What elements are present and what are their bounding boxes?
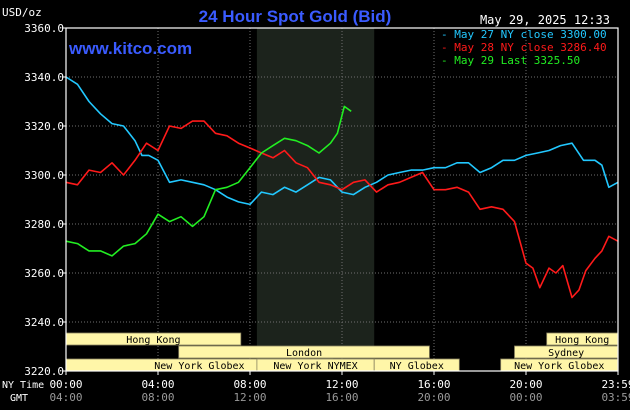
chart-title: 24 Hour Spot Gold (Bid) <box>199 7 392 26</box>
session-bar <box>178 345 430 359</box>
x-tick-label-gmt: 16:00 <box>325 391 358 404</box>
session-label: New York NYMEX <box>273 361 357 372</box>
session-label: New York Globex <box>514 361 604 372</box>
ny-time-row-label: NY Time <box>2 380 44 391</box>
series-line-0 <box>65 76 619 206</box>
legend-entry: - May 29 Last 3325.50 <box>441 54 580 67</box>
legend-entry: - May 27 NY close 3300.00 <box>441 28 607 41</box>
x-tick-label-gmt: 12:00 <box>233 391 266 404</box>
legend: - May 27 NY close 3300.00- May 28 NY clo… <box>441 28 607 67</box>
website-link[interactable]: www.kitco.com <box>68 39 192 58</box>
x-tick-label-ny: 00:00 <box>49 378 82 391</box>
currency-label: USD/oz <box>2 6 42 19</box>
y-tick-label: 3320.0 <box>24 120 64 133</box>
session-label: New York Globex <box>154 361 244 372</box>
x-tick-label-gmt: 00:00 <box>509 391 542 404</box>
y-tick-label: 3240.0 <box>24 316 64 329</box>
x-tick-label-ny: 04:00 <box>141 378 174 391</box>
session-label: NY Globex <box>390 361 444 372</box>
session-bars: Hong Kong London New York Globex New York N… <box>65 332 619 372</box>
x-tick-label-gmt: 03:59 <box>601 391 630 404</box>
series-line-1 <box>65 120 619 299</box>
grid-lines <box>65 27 619 372</box>
session-label: London <box>286 348 322 359</box>
nymex-highlight <box>256 28 375 371</box>
session-label: Sydney <box>548 348 584 359</box>
session-label: Hong Kong <box>126 335 180 346</box>
x-tick-label-ny: 23:59 <box>601 378 630 391</box>
legend-entry: - May 28 NY close 3286.40 <box>441 41 607 54</box>
y-tick-label: 3300.0 <box>24 169 64 182</box>
x-tick-label-ny: 12:00 <box>325 378 358 391</box>
x-tick-label-ny: 16:00 <box>417 378 450 391</box>
x-tick-label-ny: 20:00 <box>509 378 542 391</box>
x-tick-label-ny: 08:00 <box>233 378 266 391</box>
y-tick-label: 3360.0 <box>24 22 64 35</box>
gmt-row-label: GMT <box>10 393 28 404</box>
y-tick-label: 3220.0 <box>24 365 64 378</box>
price-series <box>65 76 619 299</box>
series-line-2 <box>65 105 352 257</box>
y-tick-label: 3340.0 <box>24 71 64 84</box>
date-stamp: May 29, 2025 12:33 <box>480 13 610 27</box>
y-tick-label: 3260.0 <box>24 267 64 280</box>
x-tick-label-gmt: 08:00 <box>141 391 174 404</box>
tick-labels: 3360.0 3340.0 3320.0 3300.0 3280.0 3260.0 3240… <box>24 22 630 404</box>
x-tick-label-gmt: 04:00 <box>49 391 82 404</box>
session-label: Hong Kong <box>555 335 609 346</box>
x-tick-label-gmt: 20:00 <box>417 391 450 404</box>
y-tick-label: 3280.0 <box>24 218 64 231</box>
